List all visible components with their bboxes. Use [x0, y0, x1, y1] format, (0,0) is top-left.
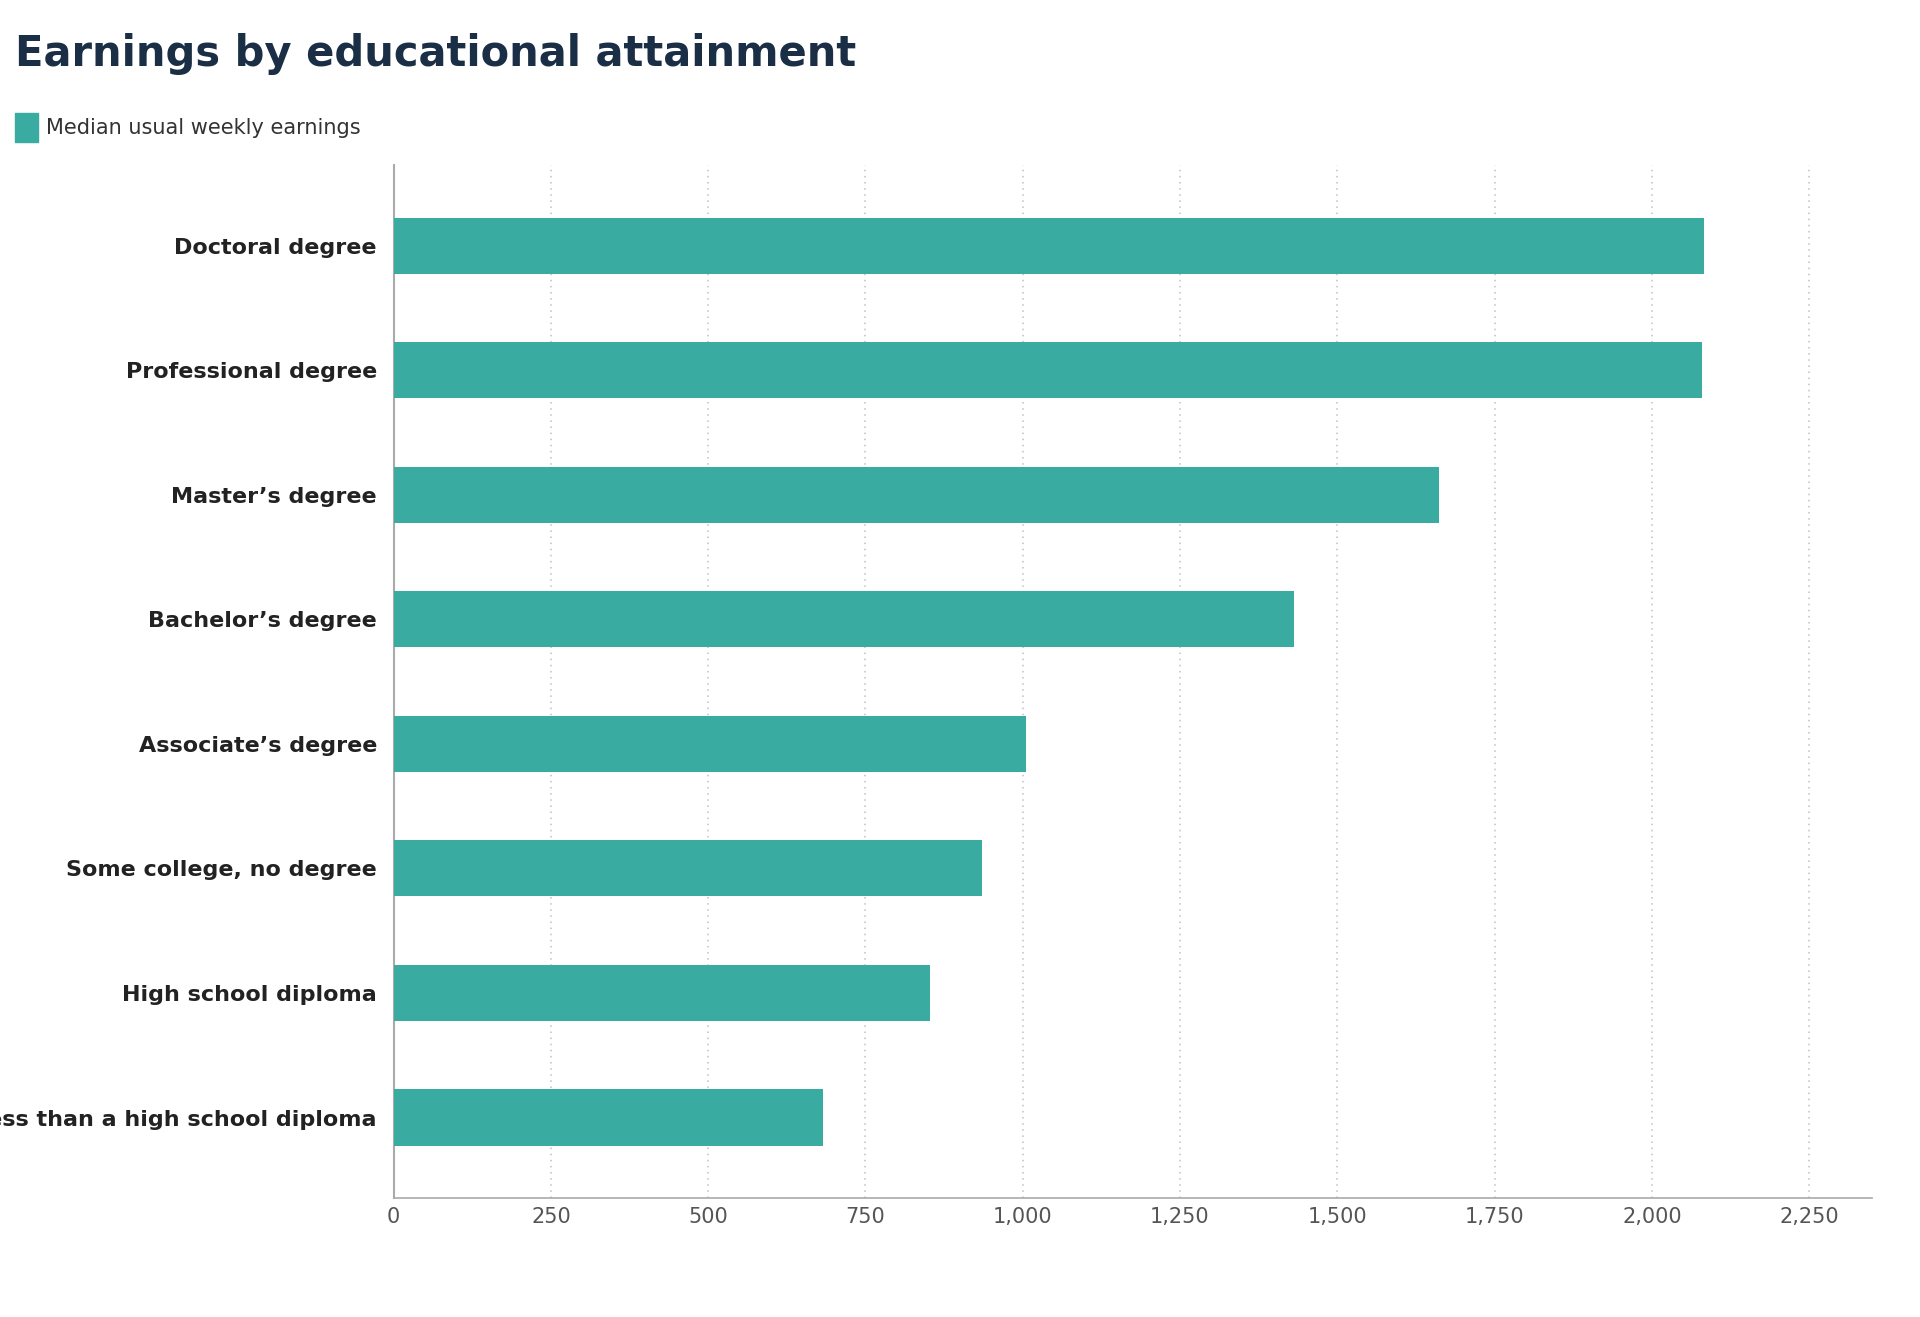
Text: Earnings by educational attainment: Earnings by educational attainment [15, 33, 856, 75]
Bar [394, 716, 1025, 772]
Bar [394, 591, 1294, 647]
Bar [394, 217, 1705, 274]
Text: Median usual weekly earnings: Median usual weekly earnings [46, 117, 361, 138]
Bar [394, 840, 981, 897]
Bar [394, 342, 1703, 398]
Bar [394, 1089, 822, 1146]
Bar [394, 965, 929, 1021]
Bar [394, 466, 1438, 523]
